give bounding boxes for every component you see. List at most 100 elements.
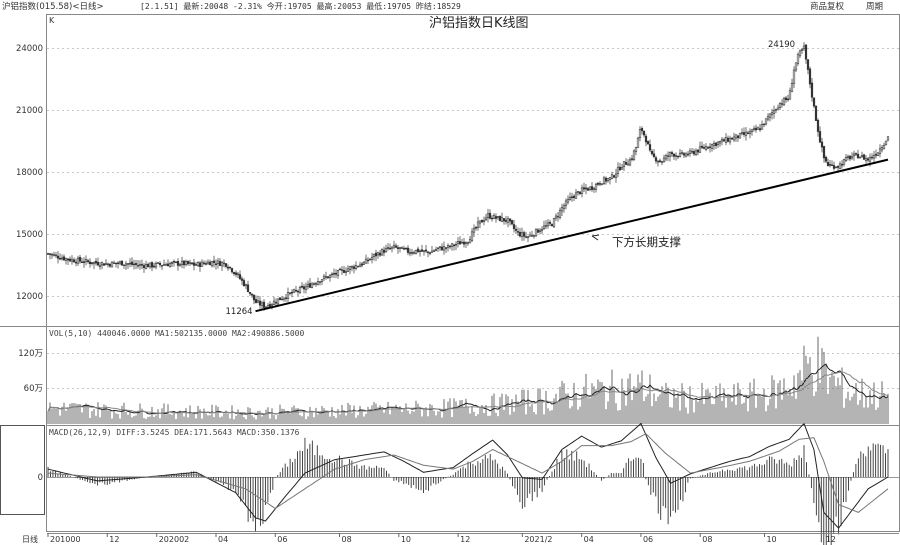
candle-body [504, 219, 508, 222]
candle-body [272, 300, 276, 305]
candle-body [500, 217, 504, 222]
volume-legend: VOL(5,10) 440046.0000 MA1:502135.0000 MA… [49, 329, 304, 338]
candle-body [502, 218, 506, 222]
candle-body [734, 134, 738, 139]
candle-body [694, 150, 698, 155]
volume-panel-frame [46, 326, 900, 426]
candle-body [526, 236, 530, 239]
adjust-label[interactable]: 商品复权 [810, 1, 845, 12]
candle-body [464, 242, 468, 244]
candle-body [346, 268, 350, 272]
candle-body [60, 257, 64, 260]
candle-body [730, 137, 734, 140]
candle-body [840, 164, 844, 166]
candle-body [776, 107, 780, 110]
candle-body [282, 297, 286, 300]
candle-body [628, 159, 632, 166]
candle-body [164, 264, 168, 266]
candle-body [522, 232, 526, 237]
candle-body [764, 118, 768, 125]
period-label[interactable]: 周期 [866, 2, 883, 12]
candle-body [270, 303, 274, 306]
price-tick-label: 24000 [16, 44, 43, 54]
candle-body [476, 221, 480, 228]
candle-body [276, 298, 280, 305]
candle-body [524, 236, 528, 238]
candle-body [178, 264, 182, 267]
candle-body [250, 293, 254, 296]
candle-body [260, 302, 264, 306]
candle-body [682, 153, 686, 156]
candle-body [760, 124, 764, 130]
candle-body [856, 153, 860, 159]
candle-body [450, 243, 454, 247]
candle-body [740, 132, 744, 134]
candle-body [590, 186, 594, 190]
candle-body [68, 258, 72, 262]
candle-body [304, 286, 308, 290]
candle-body [138, 263, 142, 266]
candle-body [146, 264, 150, 268]
candle-body [412, 252, 416, 254]
candle-body [96, 261, 100, 266]
candle-body [198, 262, 202, 267]
candle-body [706, 147, 710, 149]
candle-body [274, 302, 278, 304]
candle-body [596, 182, 600, 185]
candle-body [716, 141, 720, 145]
price-unit-label: K [49, 16, 55, 25]
candle-body [552, 218, 556, 228]
candle-body [104, 263, 108, 265]
candle-body [358, 264, 362, 268]
candle-body [608, 177, 612, 180]
candle-body [448, 245, 452, 248]
candle-body [362, 261, 366, 265]
candle-body [84, 259, 88, 263]
candle-body [106, 263, 110, 266]
candle-body [188, 262, 192, 264]
candle-body [290, 291, 294, 294]
candle-body [562, 205, 566, 209]
candle-body [536, 229, 540, 233]
candle-body [804, 44, 808, 60]
chart-title: 沪铝指数日K线图 [429, 15, 529, 31]
candle-body [214, 263, 218, 265]
candle-body [406, 247, 410, 253]
candle-body [788, 90, 792, 100]
x-axis-ticks: 201000 12 202002 04 06 08 10 12 2021/2 04 06 08 10 12 [47, 533, 836, 544]
candle-body [202, 262, 206, 265]
candle-body [630, 158, 634, 160]
candle-body [492, 214, 496, 220]
candle-body [574, 192, 578, 199]
candle-body [324, 276, 328, 278]
price-tick-label: 18000 [16, 168, 43, 178]
candle-body [822, 146, 826, 159]
candle-body [644, 135, 648, 143]
candle-body [120, 260, 124, 266]
candle-body [744, 131, 748, 136]
candle-body [408, 252, 412, 254]
candle-body [280, 298, 284, 301]
candle-body [880, 147, 884, 151]
candle-body [598, 183, 602, 185]
candle-body [328, 274, 332, 278]
candle-body [816, 119, 820, 132]
candle-body [768, 113, 772, 118]
candle-body [176, 261, 180, 266]
candle-body [766, 116, 770, 120]
candle-body [452, 244, 456, 247]
candle-body [460, 241, 464, 244]
candle-body [416, 248, 420, 253]
volume-ma2-line [47, 371, 889, 415]
candle-body [168, 263, 172, 267]
candle-body [668, 151, 672, 157]
candle-body [692, 151, 696, 155]
candle-body [200, 261, 204, 267]
candle-body [194, 264, 198, 266]
candle-body [114, 262, 118, 265]
candle-body [592, 188, 596, 190]
candle-body [610, 174, 614, 179]
instrument-title: 沪铝指数(015.58)<日线> [2, 1, 104, 12]
candle-body [868, 156, 872, 162]
candle-body [576, 190, 580, 193]
